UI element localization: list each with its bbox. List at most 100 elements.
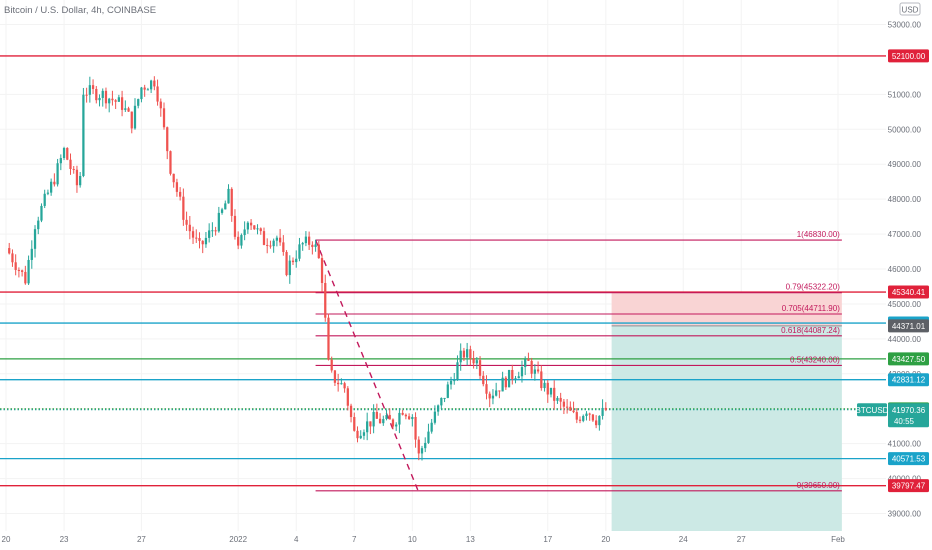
candle-body	[395, 424, 398, 427]
time-tick-label: 17	[543, 535, 552, 544]
price-tick-label: 50000.00	[888, 125, 922, 134]
symbol-badge-text: BTCUSD	[856, 406, 889, 415]
candle-body	[285, 251, 288, 276]
level-39797-badge-text: 39797.47	[892, 482, 926, 491]
candle-body	[275, 237, 279, 241]
candle-body	[50, 181, 53, 193]
fib-level-label: 1(46830.00)	[797, 230, 840, 239]
fib-trend-line	[314, 239, 419, 492]
candle-body	[559, 397, 562, 402]
horizontal-levels	[0, 55, 886, 487]
candle-body	[327, 317, 330, 360]
chart-title: Bitcoin / U.S. Dollar, 4h, COINBASE	[4, 5, 156, 16]
candle-body	[562, 401, 566, 407]
candle-body	[301, 243, 304, 245]
level-52100-badge-text: 52100.00	[892, 52, 926, 61]
candle-body	[201, 240, 204, 245]
candle-body	[453, 380, 456, 382]
time-tick-label: 2022	[229, 535, 247, 544]
price-tick-label: 47000.00	[888, 230, 922, 239]
candle-body	[359, 435, 362, 439]
price-axis[interactable]: 39000.0040000.0041000.0042000.0043000.00…	[888, 20, 922, 518]
candle-body	[182, 196, 185, 220]
candle-body	[298, 244, 301, 259]
candle-body	[320, 258, 324, 283]
time-axis[interactable]: 20 23 27 2022 4 7 10 13 17 20 24 27 Feb	[2, 535, 846, 544]
candle-body	[85, 94, 88, 96]
candle-body	[595, 420, 598, 426]
candle-body	[369, 421, 372, 427]
candle-body	[536, 369, 540, 372]
candle-body	[88, 85, 91, 95]
candle-body	[117, 97, 120, 102]
candle-body	[101, 90, 104, 98]
time-tick-label: 27	[137, 535, 146, 544]
price-tick-label: 49000.00	[888, 160, 922, 169]
candle-body	[220, 209, 224, 213]
candle-body	[237, 236, 240, 246]
candle-body	[604, 407, 607, 410]
current-price-badge	[888, 403, 929, 428]
level-42831-badge-text: 42831.12	[892, 376, 926, 385]
candle-body	[20, 270, 24, 272]
price-tick-label: 39000.00	[888, 510, 922, 519]
candle-body	[24, 271, 27, 284]
candle-body	[569, 406, 572, 411]
candle-body	[565, 406, 569, 408]
stop-loss-zone	[611, 292, 842, 326]
candle-body	[246, 222, 249, 230]
candle-body	[137, 99, 140, 106]
entry-price-badge-text: 44371.01	[892, 322, 926, 331]
candle-body	[420, 448, 424, 454]
candle-body	[478, 360, 482, 376]
candle-body	[475, 360, 478, 364]
candle-body	[401, 412, 404, 415]
take-profit-zone	[611, 325, 842, 531]
candle-body	[249, 222, 253, 226]
price-tick-label: 46000.00	[888, 265, 922, 274]
candle-body	[282, 242, 285, 252]
candle-body	[191, 231, 195, 238]
current-price-badge-text: 41970.36	[892, 406, 926, 415]
candle-body	[291, 260, 295, 263]
candle-body	[495, 390, 498, 396]
candle-body	[488, 393, 491, 399]
candle-body	[62, 147, 66, 159]
candle-body	[14, 262, 17, 270]
candle-body	[424, 442, 427, 449]
candle-body	[46, 192, 50, 194]
candle-body	[504, 377, 507, 388]
candle-body	[133, 105, 137, 129]
candle-body	[314, 244, 317, 247]
currency-button[interactable]	[899, 2, 921, 16]
candle-body	[53, 181, 56, 185]
candle-body	[511, 369, 514, 379]
candle-body	[269, 245, 272, 247]
candle-body	[546, 382, 549, 395]
level-40571-badge	[888, 452, 929, 466]
candle-body	[353, 417, 356, 431]
candlesticks	[8, 76, 607, 461]
candle-body	[362, 432, 366, 436]
time-tick-label: 27	[737, 535, 746, 544]
candle-body	[140, 87, 143, 100]
candle-body	[591, 414, 595, 421]
candle-body	[33, 229, 37, 249]
entry-price-badge	[888, 319, 929, 333]
candle-body	[443, 397, 446, 399]
candle-body	[414, 417, 417, 440]
candle-body	[533, 369, 536, 374]
candle-body	[456, 362, 459, 381]
candle-body	[130, 111, 133, 129]
candle-body	[433, 411, 437, 423]
candle-body	[446, 384, 449, 398]
candle-body	[311, 244, 314, 247]
currency-label: USD	[902, 6, 919, 15]
candle-body	[514, 378, 517, 380]
candle-body	[124, 108, 127, 110]
candle-body	[449, 380, 453, 385]
candle-body	[346, 388, 349, 406]
chart-grid	[0, 0, 886, 531]
candle-body	[598, 415, 601, 426]
